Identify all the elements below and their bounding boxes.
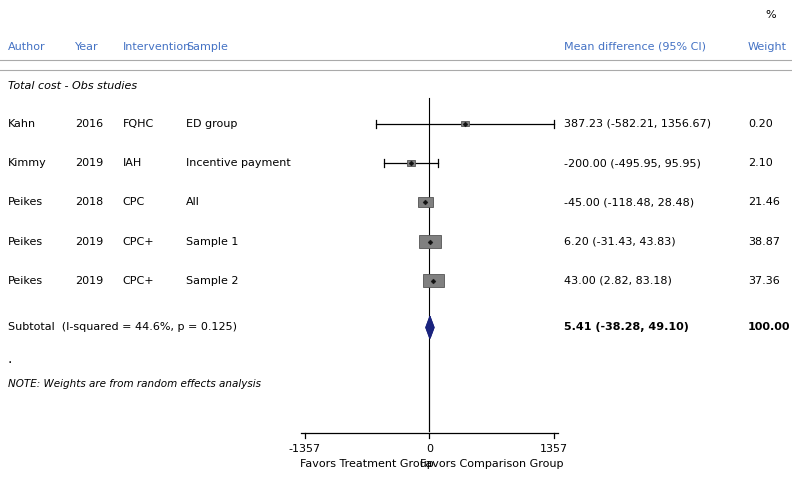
Text: 2019: 2019 (75, 237, 103, 246)
Text: Favors Treatment Group: Favors Treatment Group (300, 459, 434, 468)
Text: FQHC: FQHC (122, 119, 154, 129)
Text: 0: 0 (426, 444, 433, 454)
Text: Mean difference (95% CI): Mean difference (95% CI) (564, 42, 706, 52)
Text: Total cost - Obs studies: Total cost - Obs studies (8, 81, 137, 91)
Text: Incentive payment: Incentive payment (186, 158, 290, 168)
Text: NOTE: Weights are from random effects analysis: NOTE: Weights are from random effects an… (8, 379, 261, 389)
Text: 2016: 2016 (75, 119, 103, 129)
Text: 38.87: 38.87 (748, 237, 780, 246)
Text: ED group: ED group (186, 119, 238, 129)
Text: 0.20: 0.20 (748, 119, 773, 129)
Text: Subtotal  (I-squared = 44.6%, p = 0.125): Subtotal (I-squared = 44.6%, p = 0.125) (8, 323, 237, 332)
FancyBboxPatch shape (406, 161, 415, 165)
Text: -1357: -1357 (289, 444, 321, 454)
Polygon shape (426, 317, 434, 338)
Text: Sample 1: Sample 1 (186, 237, 238, 246)
Text: IAH: IAH (122, 158, 142, 168)
Text: Year: Year (75, 42, 99, 52)
FancyBboxPatch shape (461, 121, 469, 126)
Text: CPC+: CPC+ (122, 276, 154, 286)
Text: 387.23 (-582.21, 1356.67): 387.23 (-582.21, 1356.67) (564, 119, 710, 129)
Text: -45.00 (-118.48, 28.48): -45.00 (-118.48, 28.48) (564, 197, 694, 207)
Text: Kimmy: Kimmy (8, 158, 46, 168)
Text: 43.00 (2.82, 83.18): 43.00 (2.82, 83.18) (564, 276, 671, 286)
FancyBboxPatch shape (418, 197, 433, 207)
Text: Weight: Weight (748, 42, 787, 52)
Text: 5.41 (-38.28, 49.10): 5.41 (-38.28, 49.10) (564, 323, 689, 332)
Text: -200.00 (-495.95, 95.95): -200.00 (-495.95, 95.95) (564, 158, 701, 168)
Text: Peikes: Peikes (8, 237, 43, 246)
Text: CPC+: CPC+ (122, 237, 154, 246)
Text: Author: Author (8, 42, 46, 52)
Text: Peikes: Peikes (8, 197, 43, 207)
Text: Peikes: Peikes (8, 276, 43, 286)
FancyBboxPatch shape (422, 274, 444, 287)
Text: CPC: CPC (122, 197, 145, 207)
Text: 2.10: 2.10 (748, 158, 773, 168)
Text: 2019: 2019 (75, 158, 103, 168)
Text: Kahn: Kahn (8, 119, 36, 129)
Text: 2018: 2018 (75, 197, 103, 207)
Text: 100.00: 100.00 (748, 323, 790, 332)
Text: .: . (8, 353, 12, 366)
Text: Sample: Sample (186, 42, 228, 52)
Text: Favors Comparison Group: Favors Comparison Group (420, 459, 563, 468)
Text: 21.46: 21.46 (748, 197, 780, 207)
Text: 1357: 1357 (540, 444, 568, 454)
Text: 37.36: 37.36 (748, 276, 780, 286)
Text: Sample 2: Sample 2 (186, 276, 238, 286)
Text: 2019: 2019 (75, 276, 103, 286)
Text: All: All (186, 197, 200, 207)
FancyBboxPatch shape (419, 235, 441, 248)
Text: %: % (765, 10, 775, 20)
Text: Intervention: Intervention (122, 42, 191, 52)
Text: 6.20 (-31.43, 43.83): 6.20 (-31.43, 43.83) (564, 237, 675, 246)
